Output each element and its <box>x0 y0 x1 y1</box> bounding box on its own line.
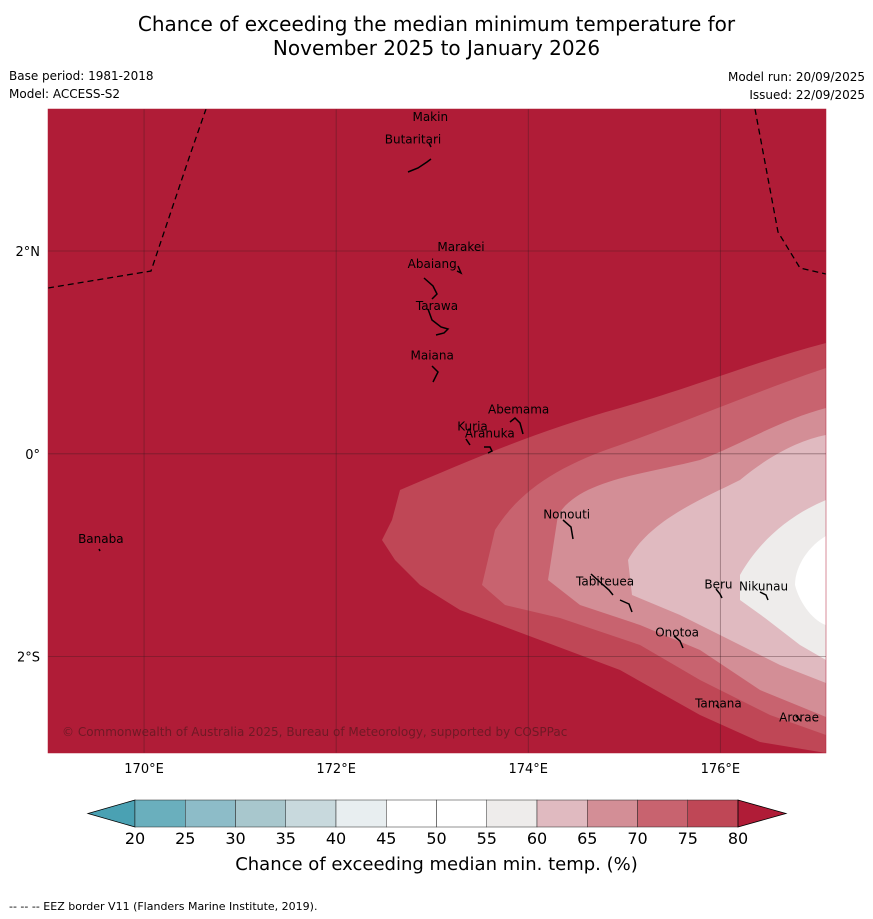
place-label-abaiang: Abaiang <box>408 257 457 271</box>
lon-tick-label-0: 170°E <box>124 762 164 777</box>
island-tamana-shape <box>715 704 720 709</box>
islands <box>98 142 802 722</box>
island-maiana-shape <box>431 365 439 383</box>
lat-tick-label-2: 2°S <box>17 651 40 666</box>
graticule <box>48 109 826 753</box>
colorbar-bin-5 <box>386 799 437 828</box>
colorbar-bin-4 <box>335 799 387 828</box>
model-run: Model run: 20/09/2025 <box>727 70 865 84</box>
colorbar-bin-3 <box>285 799 337 828</box>
lon-tick-label-2: 174°E <box>508 762 548 777</box>
colorbar-bin-2 <box>235 799 286 828</box>
lat-tick-label-1: 0° <box>25 448 40 463</box>
colorbar-bin-0 <box>134 799 186 828</box>
meta-left: Base period: 1981-2018 Model: ACCESS-S2 <box>9 69 154 105</box>
issued-date: Issued: 22/09/2025 <box>749 88 865 102</box>
colorbar-tick-55: 55 <box>476 829 497 848</box>
colorbar-bin-9 <box>587 799 638 828</box>
map-title: Chance of exceeding the median minimum t… <box>0 12 873 60</box>
map-frame <box>47 108 827 754</box>
colorbar-tick-45: 45 <box>376 829 397 848</box>
place-label-kuria: Kuria <box>457 419 488 433</box>
place-label-tamana: Tamana <box>694 696 742 710</box>
place-label-tabiteuea: Tabiteuea <box>575 575 634 589</box>
colorbar-tick-35: 35 <box>275 829 296 848</box>
title-line-2: November 2025 to January 2026 <box>272 36 601 60</box>
colorbar-tick-50: 50 <box>426 829 447 848</box>
colorbar-tick-80: 80 <box>727 829 749 848</box>
contour-50-55 <box>795 536 826 625</box>
place-label-makin: Makin <box>412 110 448 124</box>
place-label-banaba: Banaba <box>78 532 124 546</box>
lon-tick-label-3: 176°E <box>701 762 741 777</box>
island-tarawa-shape <box>427 308 450 336</box>
place-label-onotoa: Onotoa <box>655 625 699 639</box>
place-label-tarawa: Tarawa <box>415 299 458 313</box>
island-aranuka-shape <box>484 446 494 454</box>
colorbar-under-arrow <box>86 799 136 828</box>
island-abaiang-shape <box>423 277 438 300</box>
island-abemama-shape <box>509 416 524 435</box>
colorbar-tick-70: 70 <box>627 829 648 848</box>
colorbar <box>86 799 788 828</box>
colorbar-bin-6 <box>436 799 487 828</box>
colorbar-tick-40: 40 <box>325 829 347 848</box>
copyright-notice: © Commonwealth of Australia 2025, Bureau… <box>62 725 567 739</box>
colorbar-tick-75: 75 <box>677 829 698 848</box>
longitude-tick-labels: 170°E 172°E 174°E 176°E <box>124 762 740 777</box>
island-butaritari-shape <box>407 158 432 173</box>
eez-border-east <box>754 109 826 275</box>
contour-55-60 <box>740 500 826 660</box>
colorbar-tick-60: 60 <box>526 829 548 848</box>
island-banaba-shape <box>98 548 101 552</box>
lat-tick-label-0: 2°N <box>16 245 41 260</box>
latitude-tick-labels: 2°N 0° 2°S <box>16 245 41 666</box>
place-label-abemama: Abemama <box>488 402 549 416</box>
eez-borders <box>48 109 826 289</box>
place-labels: Makin Butaritari Marakei Abaiang Tarawa Maian… <box>78 110 819 724</box>
model-name: Model: ACCESS-S2 <box>9 87 121 101</box>
island-nonouti-shape <box>562 519 574 540</box>
place-label-arorae: Arorae <box>779 711 819 725</box>
colorbar-label: Chance of exceeding median min. temp. (%… <box>235 854 638 875</box>
colorbar-bin-10 <box>637 799 688 828</box>
colorbar-bin-11 <box>687 799 739 828</box>
island-arorae-shape <box>795 715 802 722</box>
colorbar-bin-1 <box>185 799 236 828</box>
colorbar-tick-65: 65 <box>577 829 598 848</box>
colorbar-bin-7 <box>486 799 538 828</box>
colorbar-tick-25: 25 <box>175 829 196 848</box>
lon-tick-label-1: 172°E <box>316 762 356 777</box>
island-tabiteuea-shape <box>590 573 633 613</box>
colorbar-bin-8 <box>536 799 588 828</box>
place-label-nonouti: Nonouti <box>543 508 590 522</box>
colorbar-tick-30: 30 <box>225 829 246 848</box>
island-kuria-shape <box>465 438 471 446</box>
island-onotoa-shape <box>673 635 684 649</box>
meta-right: Model run: 20/09/2025 Issued: 22/09/2025 <box>728 70 865 106</box>
eez-border-west <box>48 109 207 289</box>
map-panel: Makin Butaritari Marakei Abaiang Tarawa Maian… <box>48 109 826 753</box>
island-beru-shape <box>715 588 723 599</box>
place-label-marakei: Marakei <box>437 240 484 254</box>
title-line-1: Chance of exceeding the median minimum t… <box>137 12 736 36</box>
colorbar-tick-20: 20 <box>124 829 146 848</box>
island-makin-shape <box>428 142 432 148</box>
colorbar-over-arrow <box>737 799 788 828</box>
island-nikunau-shape <box>759 591 769 601</box>
place-label-nikunau: Nikunau <box>739 580 788 594</box>
place-label-beru: Beru <box>704 578 732 592</box>
place-label-butaritari: Butaritari <box>385 132 442 146</box>
base-period: Base period: 1981-2018 <box>9 69 154 83</box>
place-label-aranuka: Aranuka <box>465 427 515 441</box>
island-marakei-shape <box>456 265 463 275</box>
eez-footnote: -- -- -- EEZ border V11 (Flanders Marine… <box>9 900 318 913</box>
place-label-maiana: Maiana <box>411 349 454 363</box>
